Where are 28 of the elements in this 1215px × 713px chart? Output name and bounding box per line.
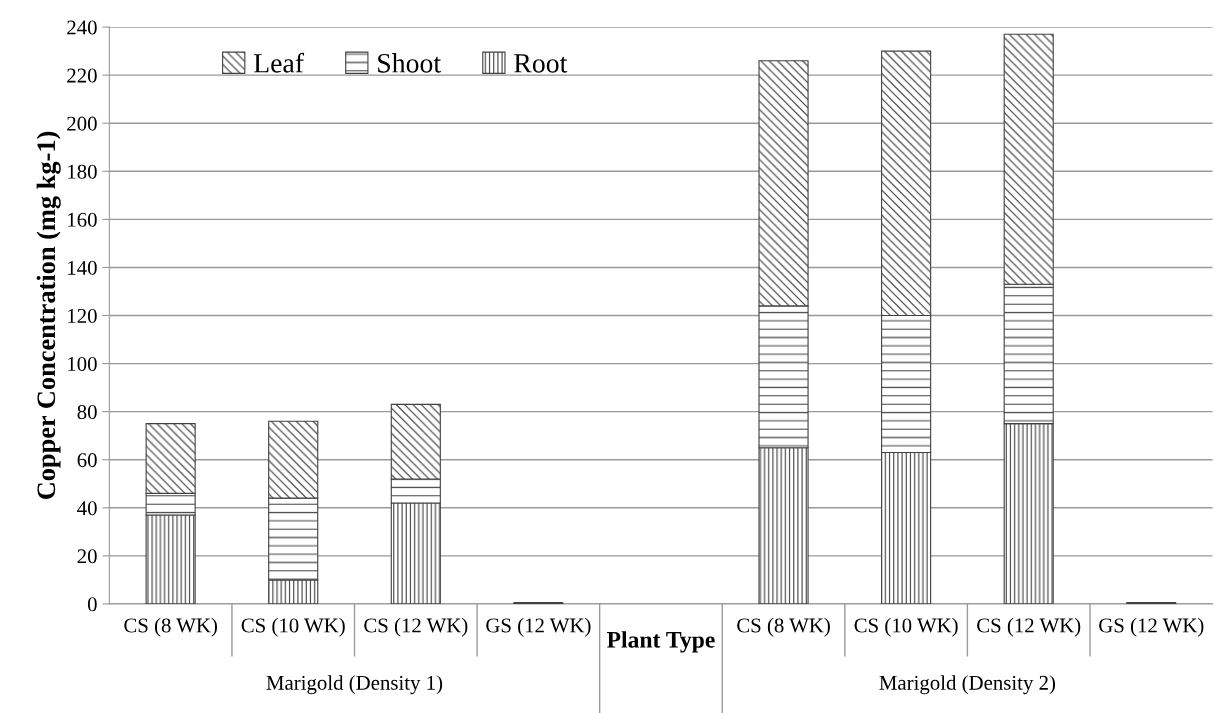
legend-label: Leaf xyxy=(253,52,305,73)
x-tick-label: CS (12 WK) xyxy=(977,617,1081,637)
y-tick-label: 100 xyxy=(68,356,97,371)
y-tick-label: 220 xyxy=(67,68,97,83)
x-tick-label: GS (12 WK) xyxy=(1099,617,1204,637)
x-tick-label: CS (10 WK) xyxy=(241,617,345,637)
y-tick-label: 240 xyxy=(67,20,97,35)
x-tick-label: GS (12 WK) xyxy=(486,617,591,637)
y-tick-label: 80 xyxy=(77,405,97,420)
y-tick-label: 180 xyxy=(68,164,97,179)
x-axis-title: Plant Type xyxy=(607,631,715,653)
y-tick-label: 160 xyxy=(68,212,97,227)
x-tick-label: CS (8 WK) xyxy=(737,617,830,637)
y-tick-label: 200 xyxy=(67,116,97,131)
y-tick-label: 140 xyxy=(68,260,97,275)
y-tick-label: 0 xyxy=(87,597,97,612)
legend-label: Root xyxy=(514,54,568,73)
y-tick-label: 60 xyxy=(77,453,97,468)
y-tick-label: 40 xyxy=(77,501,97,516)
text: Marigold (Density 1) xyxy=(266,675,443,695)
y-tick-label: 20 xyxy=(77,549,97,564)
text: Marigold (Density 2) xyxy=(879,675,1056,695)
y-axis-title: Copper Concentration (mg kg-1) xyxy=(36,131,61,500)
x-tick-label: CS (8 WK) xyxy=(124,617,217,637)
legend-label: Shoot xyxy=(378,53,441,73)
x-tick-label: CS (12 WK) xyxy=(364,617,468,637)
x-tick-label: CS (10 WK) xyxy=(854,617,958,637)
y-tick-label: 120 xyxy=(68,308,97,323)
